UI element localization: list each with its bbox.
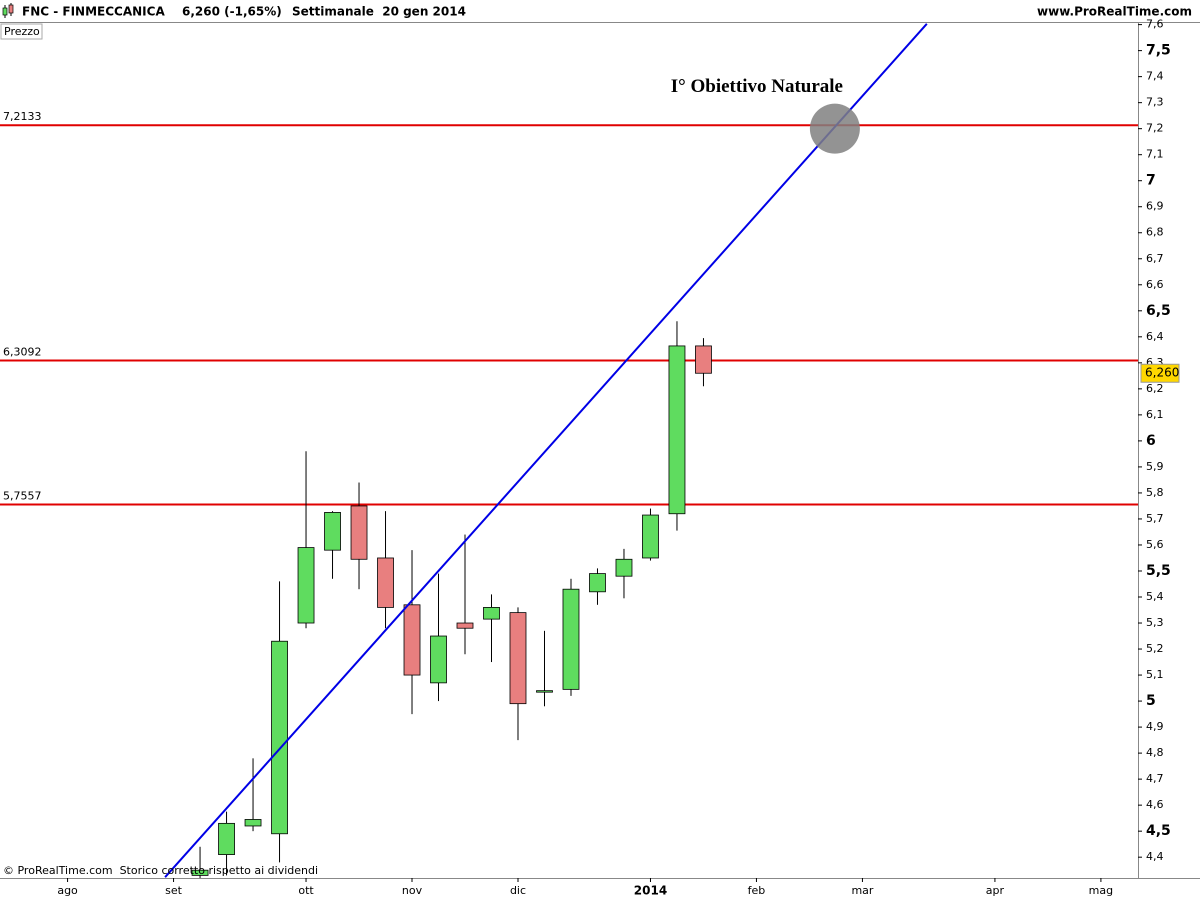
y-tick-label: 7,1 <box>1146 148 1164 161</box>
y-label: Prezzo <box>4 25 40 38</box>
y-tick-label: 5,3 <box>1146 616 1164 629</box>
y-tick-label: 6,6 <box>1146 278 1164 291</box>
quote: 6,260 (-1,65%) <box>182 5 282 19</box>
candle-body <box>509 612 527 705</box>
x-tick-label: set <box>165 884 182 897</box>
y-tick-label: 6,7 <box>1146 252 1164 265</box>
y-tick-label: 5 <box>1146 693 1156 709</box>
logo-icon <box>2 3 14 18</box>
candle-body <box>536 690 553 693</box>
last-price-label: 6,260 <box>1145 366 1179 380</box>
y-tick-label: 5,6 <box>1146 538 1164 551</box>
trend-line <box>164 23 928 878</box>
y-tick-label: 6,1 <box>1146 408 1164 421</box>
candle-body <box>271 640 288 835</box>
level-label: 7,2133 <box>3 110 42 123</box>
footer: © ProRealTime.com Storico corretto rispe… <box>3 864 318 877</box>
y-tick-label: 6,9 <box>1146 200 1164 213</box>
candle-body <box>350 505 368 560</box>
y-tick-label: 4,6 <box>1146 798 1164 811</box>
level-label: 5,7557 <box>3 489 42 502</box>
candle-body <box>483 607 500 620</box>
y-tick-label: 7,4 <box>1146 70 1164 83</box>
y-tick-label: 4,9 <box>1146 720 1164 733</box>
y-tick-label: 4,7 <box>1146 772 1164 785</box>
candle-body <box>297 547 315 624</box>
y-tick-label: 7,5 <box>1146 43 1171 59</box>
y-tick-label: 4,5 <box>1146 823 1171 839</box>
y-label-box <box>0 23 43 40</box>
candle-body <box>218 822 235 855</box>
y-tick-label: 6,5 <box>1146 303 1171 319</box>
y-tick-label: 6,4 <box>1146 330 1164 343</box>
y-tick-label: 7 <box>1146 173 1156 189</box>
y-tick-label: 5,8 <box>1146 486 1164 499</box>
x-tick-label: ott <box>298 884 314 897</box>
source: www.ProRealTime.com <box>1037 5 1192 19</box>
annotation-text: I° Obiettivo Naturale <box>671 76 843 97</box>
y-tick-label: 5,5 <box>1146 563 1171 579</box>
y-tick-label: 7,2 <box>1146 122 1164 135</box>
x-tick-label: dic <box>510 884 526 897</box>
x-tick-label: mag <box>1089 884 1113 897</box>
y-tick-label: 4,8 <box>1146 746 1164 759</box>
last-price-tag <box>1140 363 1180 383</box>
y-tick-label: 5,1 <box>1146 668 1164 681</box>
y-tick-label: 6 <box>1146 433 1156 449</box>
y-tick-label: 5,4 <box>1146 590 1164 603</box>
candle-body <box>377 557 394 608</box>
x-tick-label: feb <box>748 884 766 897</box>
y-tick-label: 7,6 <box>1146 18 1164 31</box>
symbol: FNC - FINMECCANICA <box>22 5 165 19</box>
candle-body <box>324 512 341 551</box>
candle-body <box>191 869 209 876</box>
candle-body <box>403 604 421 676</box>
y-tick-label: 5,7 <box>1146 512 1164 525</box>
candle-body <box>615 558 633 577</box>
y-tick-label: 6,2 <box>1146 382 1164 395</box>
candle-body <box>244 819 262 827</box>
x-tick-label: mar <box>851 884 873 897</box>
y-tick-label: 7,3 <box>1146 96 1164 109</box>
y-tick-label: 5,2 <box>1146 642 1164 655</box>
candle-body <box>589 573 606 593</box>
candle-body <box>562 588 580 690</box>
candle-body <box>695 345 712 374</box>
y-tick-label: 6,8 <box>1146 226 1164 239</box>
candle-body <box>642 514 659 559</box>
level-label: 6,3092 <box>3 345 42 358</box>
x-tick-label: ago <box>57 884 78 897</box>
candle-body <box>668 345 686 515</box>
candle-body <box>430 635 447 684</box>
x-tick-label: apr <box>986 884 1005 897</box>
period: Settimanale 20 gen 2014 <box>292 5 466 19</box>
y-tick-label: 5,9 <box>1146 460 1164 473</box>
x-tick-label: nov <box>402 884 423 897</box>
x-tick-label: 2014 <box>634 884 667 898</box>
target-circle <box>809 103 860 154</box>
candle-body <box>456 622 474 629</box>
y-tick-label: 4,4 <box>1146 850 1164 863</box>
